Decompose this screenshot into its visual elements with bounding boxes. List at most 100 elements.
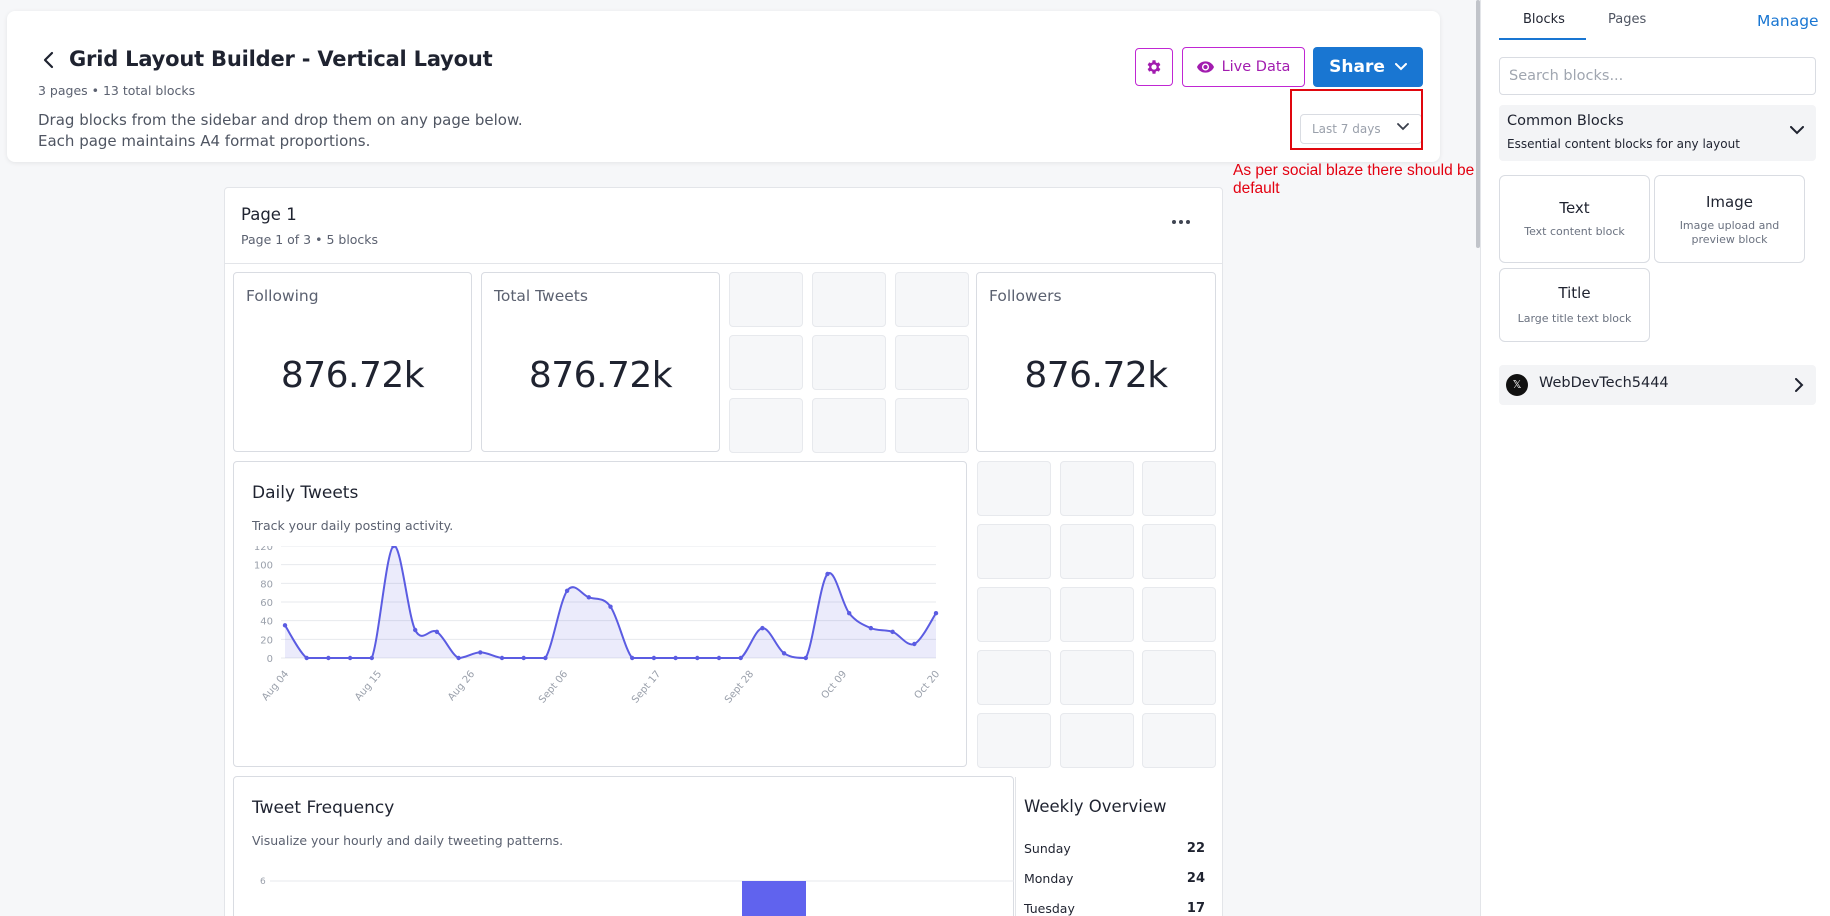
page-name: Page 1 <box>241 205 297 224</box>
tab-blocks[interactable]: Blocks <box>1523 12 1565 27</box>
search-blocks-input[interactable] <box>1499 57 1816 95</box>
description-line: Drag blocks from the sidebar and drop th… <box>38 111 523 129</box>
data-point <box>651 655 657 661</box>
data-point <box>478 650 483 655</box>
more-dot-icon <box>1172 220 1176 224</box>
y-tick-label: 0 <box>267 654 273 665</box>
description-line: Each page maintains A4 format proportion… <box>38 132 371 150</box>
chevron-down-icon <box>1397 123 1409 131</box>
data-point <box>760 625 765 631</box>
x-tick-label: Sept 28 <box>723 669 756 706</box>
empty-grid-cell[interactable] <box>977 461 1051 516</box>
x-tick-label: Aug 15 <box>353 669 384 703</box>
empty-grid-cell[interactable] <box>1142 587 1216 642</box>
x-tick-label: Aug 26 <box>446 669 477 703</box>
data-point <box>912 641 917 647</box>
stat-card-followers[interactable]: Followers 876.72k <box>976 272 1216 452</box>
account-section[interactable]: 𝕏 WebDevTech5444 <box>1499 365 1816 405</box>
frequency-subtitle: Visualize your hourly and daily tweeting… <box>252 833 564 848</box>
empty-grid-cell[interactable] <box>895 335 969 390</box>
stat-card-total-tweets[interactable]: Total Tweets 876.72k <box>481 272 720 452</box>
empty-grid-cell[interactable] <box>812 335 886 390</box>
empty-grid-cell[interactable] <box>1142 461 1216 516</box>
data-point <box>586 595 591 600</box>
empty-grid-cell[interactable] <box>895 398 969 453</box>
tweet-frequency-card[interactable]: Tweet Frequency Visualize your hourly an… <box>233 776 1205 916</box>
data-point <box>391 546 396 549</box>
series-area <box>285 546 936 658</box>
block-description: Large title text block <box>1517 312 1632 325</box>
stat-value: 876.72k <box>528 355 673 396</box>
stat-value: 876.72k <box>280 355 425 396</box>
chevron-down-icon <box>1790 126 1804 135</box>
empty-grid-cell[interactable] <box>1142 650 1216 705</box>
date-range-select[interactable]: Last 7 days <box>1300 114 1422 144</box>
image-block-button[interactable]: Image Image upload and preview block <box>1654 175 1805 263</box>
data-point <box>326 655 331 661</box>
data-point <box>781 651 787 656</box>
frequency-title: Tweet Frequency <box>252 798 395 818</box>
empty-grid-cell[interactable] <box>1060 587 1134 642</box>
data-point <box>499 655 505 661</box>
empty-grid-cell[interactable] <box>1060 461 1134 516</box>
common-blocks-section[interactable]: Common Blocks Essential content blocks f… <box>1499 105 1816 161</box>
empty-grid-cell[interactable] <box>1142 713 1216 768</box>
page-header: Page 1 Page 1 of 3 • 5 blocks <box>225 188 1222 264</box>
stat-label: Total Tweets <box>494 287 588 305</box>
empty-grid-cell[interactable] <box>812 398 886 453</box>
layout-description: Drag blocks from the sidebar and drop th… <box>38 110 523 152</box>
main-scrollbar[interactable] <box>1476 0 1480 248</box>
block-description: Text content block <box>1524 225 1625 238</box>
stat-card-following[interactable]: Following 876.72k <box>233 272 472 452</box>
data-point <box>695 655 700 661</box>
weekly-day: Sunday <box>1024 841 1071 856</box>
empty-grid-cell[interactable] <box>812 272 886 327</box>
settings-button[interactable] <box>1135 48 1173 86</box>
data-point <box>825 571 830 577</box>
empty-grid-cell[interactable] <box>1142 524 1216 579</box>
data-point <box>282 623 288 628</box>
date-range-value: Last 7 days <box>1312 122 1381 136</box>
empty-grid-cell[interactable] <box>729 398 803 453</box>
page-subtitle: Page 1 of 3 • 5 blocks <box>241 232 379 247</box>
data-point <box>413 627 418 633</box>
data-point <box>608 604 613 609</box>
empty-grid-cell[interactable] <box>977 713 1051 768</box>
daily-tweets-card[interactable]: Daily Tweets Track your daily posting ac… <box>233 461 967 767</box>
empty-grid-cell[interactable] <box>729 335 803 390</box>
data-point <box>521 655 526 661</box>
data-point <box>847 611 852 616</box>
tab-pages[interactable]: Pages <box>1608 12 1647 27</box>
back-button[interactable] <box>40 49 58 71</box>
title-block-button[interactable]: Title Large title text block <box>1499 268 1650 342</box>
block-title: Title <box>1558 284 1591 302</box>
weekly-count: 24 <box>1186 871 1205 886</box>
weekly-day: Tuesday <box>1024 901 1075 916</box>
share-button[interactable]: Share <box>1313 47 1423 87</box>
empty-grid-cell[interactable] <box>1060 713 1134 768</box>
data-point <box>564 588 570 593</box>
layout-meta: 3 pages • 13 total blocks <box>38 83 196 98</box>
section-title: Common Blocks <box>1507 113 1624 129</box>
empty-grid-cell[interactable] <box>1060 650 1134 705</box>
page-menu-button[interactable] <box>1168 216 1194 228</box>
empty-grid-cell[interactable] <box>977 650 1051 705</box>
empty-grid-cell[interactable] <box>977 587 1051 642</box>
manage-link[interactable]: Manage <box>1757 12 1819 30</box>
text-block-button[interactable]: Text Text content block <box>1499 175 1650 263</box>
section-subtitle: Essential content blocks for any layout <box>1507 137 1740 151</box>
data-point <box>673 655 678 661</box>
empty-grid-cell[interactable] <box>895 272 969 327</box>
x-logo-icon: 𝕏 <box>1506 374 1528 396</box>
frequency-chart: 6 <box>260 877 1014 916</box>
chart-title: Daily Tweets <box>252 483 359 503</box>
weekly-row: Monday 24 <box>1024 871 1205 886</box>
chevron-right-icon <box>1795 378 1804 392</box>
empty-grid-cell[interactable] <box>977 524 1051 579</box>
block-description: Image upload and preview block <box>1679 219 1780 246</box>
eye-icon <box>1196 61 1214 73</box>
empty-grid-cell[interactable] <box>729 272 803 327</box>
y-tick-label: 40 <box>260 617 273 628</box>
live-data-button[interactable]: Live Data <box>1182 47 1305 87</box>
empty-grid-cell[interactable] <box>1060 524 1134 579</box>
